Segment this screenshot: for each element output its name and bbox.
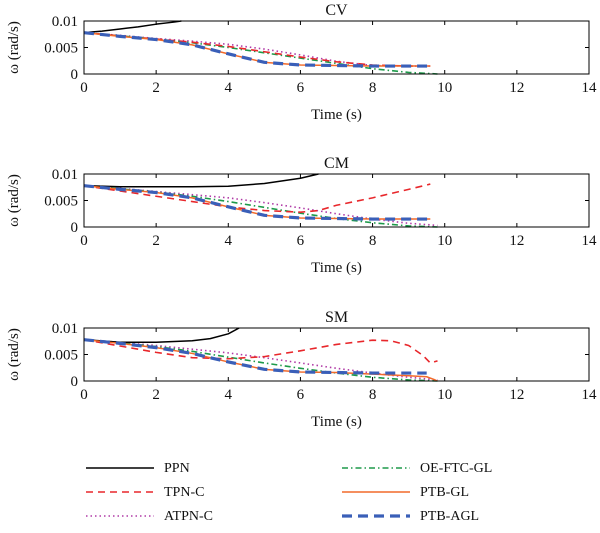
- y-tick-label: 0.005: [44, 41, 78, 57]
- series-line-ptb-agl: [84, 338, 427, 375]
- legend-label: TPN-C: [164, 485, 204, 500]
- series-line-ppn: [84, 327, 240, 344]
- panel-title: CV: [325, 2, 348, 19]
- x-tick-label: 0: [80, 80, 88, 96]
- x-tick-label: 6: [297, 387, 305, 403]
- legend-item-ptb-agl: PTB-AGL: [342, 509, 479, 524]
- y-tick-label: 0.01: [52, 167, 78, 183]
- legend-item-atpn-c: ATPN-C: [86, 509, 213, 524]
- legend-label: PTB-AGL: [420, 509, 479, 524]
- x-tick-label: 12: [509, 80, 524, 96]
- x-tick-label: 4: [225, 387, 233, 403]
- x-tick-label: 4: [225, 80, 233, 96]
- legend-label: PPN: [164, 461, 190, 476]
- y-tick-label: 0.01: [52, 321, 78, 337]
- series-line-tpn-c: [84, 338, 438, 364]
- series-lines: [84, 20, 438, 75]
- x-tick-label: 12: [509, 233, 524, 249]
- x-tick-label: 8: [369, 387, 377, 403]
- x-tick-label: 6: [297, 233, 305, 249]
- series-line-oe-ftc-gl: [84, 31, 438, 75]
- x-tick-label: 0: [80, 233, 88, 249]
- chart-panels: 0 2 4 6 8 10 12 14 0 0.005 0.01 CV Time (s) ω (rad/s)…: [6, 2, 597, 430]
- y-tick-label: 0: [71, 220, 79, 236]
- legend-item-tpn-c: TPN-C: [86, 485, 204, 500]
- panel-cm: 0 2 4 6 8 10 12 14 0 0.005 0.01 CM Time (s) ω (rad/s): [6, 155, 597, 276]
- y-tick-label: 0: [71, 374, 79, 390]
- y-axis-label: ω (rad/s): [6, 174, 22, 227]
- legend-label: ATPN-C: [164, 509, 213, 524]
- panel-sm: 0 2 4 6 8 10 12 14 0 0.005 0.01 SM Time (s) ω (rad/s): [6, 309, 597, 430]
- x-tick-label: 14: [582, 80, 598, 96]
- series-line-ppn: [84, 20, 182, 34]
- x-tick-label: 12: [509, 387, 524, 403]
- y-axis-label: ω (rad/s): [6, 21, 22, 74]
- x-tick-label: 6: [297, 80, 305, 96]
- series-line-tpn-c: [84, 183, 431, 213]
- series-line-ppn: [84, 173, 319, 188]
- series-line-atpn-c: [84, 184, 438, 227]
- legend: PPN TPN-C ATPN-C OE-FTC-GL PTB-GL PTB-AGL: [86, 461, 492, 524]
- x-tick-label: 10: [437, 387, 452, 403]
- x-tick-label: 10: [437, 233, 452, 249]
- panel-cv: 0 2 4 6 8 10 12 14 0 0.005 0.01 CV Time (s) ω (rad/s): [6, 2, 597, 123]
- x-tick-label: 2: [152, 80, 160, 96]
- legend-label: PTB-GL: [420, 485, 469, 500]
- x-tick-label: 14: [582, 233, 598, 249]
- x-tick-label: 10: [437, 80, 452, 96]
- y-tick-label: 0.005: [44, 348, 78, 364]
- x-tick-label: 14: [582, 387, 598, 403]
- series-lines: [84, 173, 438, 228]
- legend-item-oe-ftc-gl: OE-FTC-GL: [342, 461, 492, 476]
- y-tick-label: 0: [71, 67, 79, 83]
- panel-title: SM: [325, 309, 348, 326]
- series-line-ptb-agl: [84, 184, 431, 221]
- x-tick-label: 8: [369, 233, 377, 249]
- x-axis-label: Time (s): [311, 260, 362, 276]
- legend-item-ptb-gl: PTB-GL: [342, 485, 469, 500]
- x-tick-label: 2: [152, 233, 160, 249]
- y-axis-label: ω (rad/s): [6, 328, 22, 381]
- x-tick-label: 2: [152, 387, 160, 403]
- x-tick-label: 0: [80, 387, 88, 403]
- series-lines: [84, 327, 438, 382]
- series-line-ptb-agl: [84, 31, 431, 68]
- legend-item-ppn: PPN: [86, 461, 190, 476]
- panel-title: CM: [324, 155, 349, 172]
- y-tick-label: 0.01: [52, 14, 78, 30]
- legend-label: OE-FTC-GL: [420, 461, 492, 476]
- y-tick-label: 0.005: [44, 194, 78, 210]
- x-tick-label: 8: [369, 80, 377, 96]
- x-tick-label: 4: [225, 233, 233, 249]
- x-axis-label: Time (s): [311, 414, 362, 430]
- x-axis-label: Time (s): [311, 107, 362, 123]
